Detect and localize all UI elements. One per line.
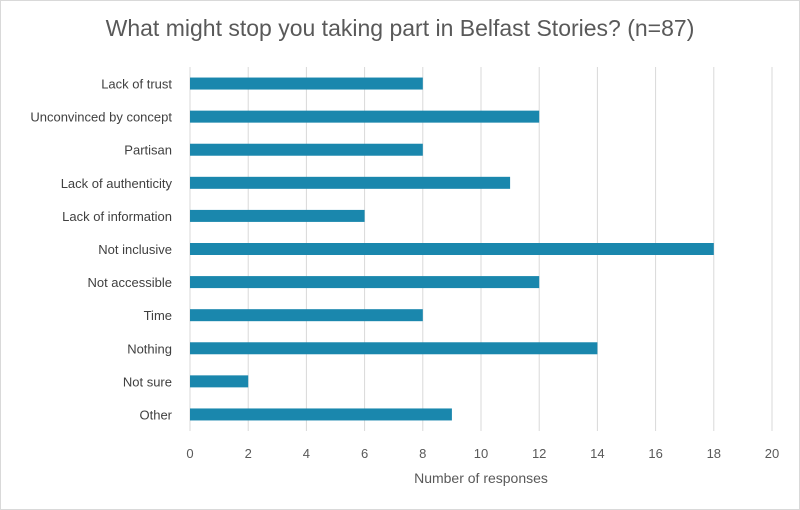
x-tick-label: 20 — [765, 446, 779, 461]
bar — [190, 176, 511, 189]
category-label: Lack of authenticity — [61, 176, 173, 191]
x-tick-label: 6 — [361, 446, 368, 461]
category-labels: Lack of trust Unconvinced by concept Parti… — [30, 77, 172, 423]
bar — [190, 209, 365, 222]
bar — [190, 143, 423, 156]
bar — [190, 276, 540, 289]
category-label: Partisan — [124, 143, 172, 158]
category-label: Lack of information — [62, 209, 172, 224]
x-tick-label: 0 — [186, 446, 193, 461]
category-label: Not accessible — [87, 275, 172, 290]
category-label: Unconvinced by concept — [30, 110, 172, 125]
category-label: Lack of trust — [101, 77, 172, 92]
category-label: Not sure — [123, 374, 172, 389]
bar — [190, 375, 249, 388]
category-label: Not inclusive — [98, 242, 172, 257]
category-label: Nothing — [127, 341, 172, 356]
bar — [190, 243, 714, 255]
x-tick-label: 2 — [245, 446, 252, 461]
x-tick-label: 18 — [707, 446, 721, 461]
bar — [190, 342, 598, 355]
category-label: Other — [139, 407, 172, 422]
x-tick-label: 14 — [590, 446, 604, 461]
x-tick-label: 12 — [532, 446, 546, 461]
bar — [190, 110, 540, 123]
bars — [190, 77, 714, 421]
x-tick-label: 16 — [648, 446, 662, 461]
bar — [190, 309, 423, 322]
x-tick-label: 4 — [303, 446, 310, 461]
x-tick-label: 8 — [419, 446, 426, 461]
bar — [190, 77, 423, 90]
x-axis-title: Number of responses — [414, 470, 548, 486]
bar — [190, 408, 452, 421]
category-label: Time — [144, 308, 172, 323]
x-tick-labels: 0 2 4 6 8 10 12 14 16 18 20 — [186, 446, 779, 461]
chart-title: What might stop you taking part in Belfa… — [105, 15, 695, 41]
x-tick-label: 10 — [474, 446, 488, 461]
